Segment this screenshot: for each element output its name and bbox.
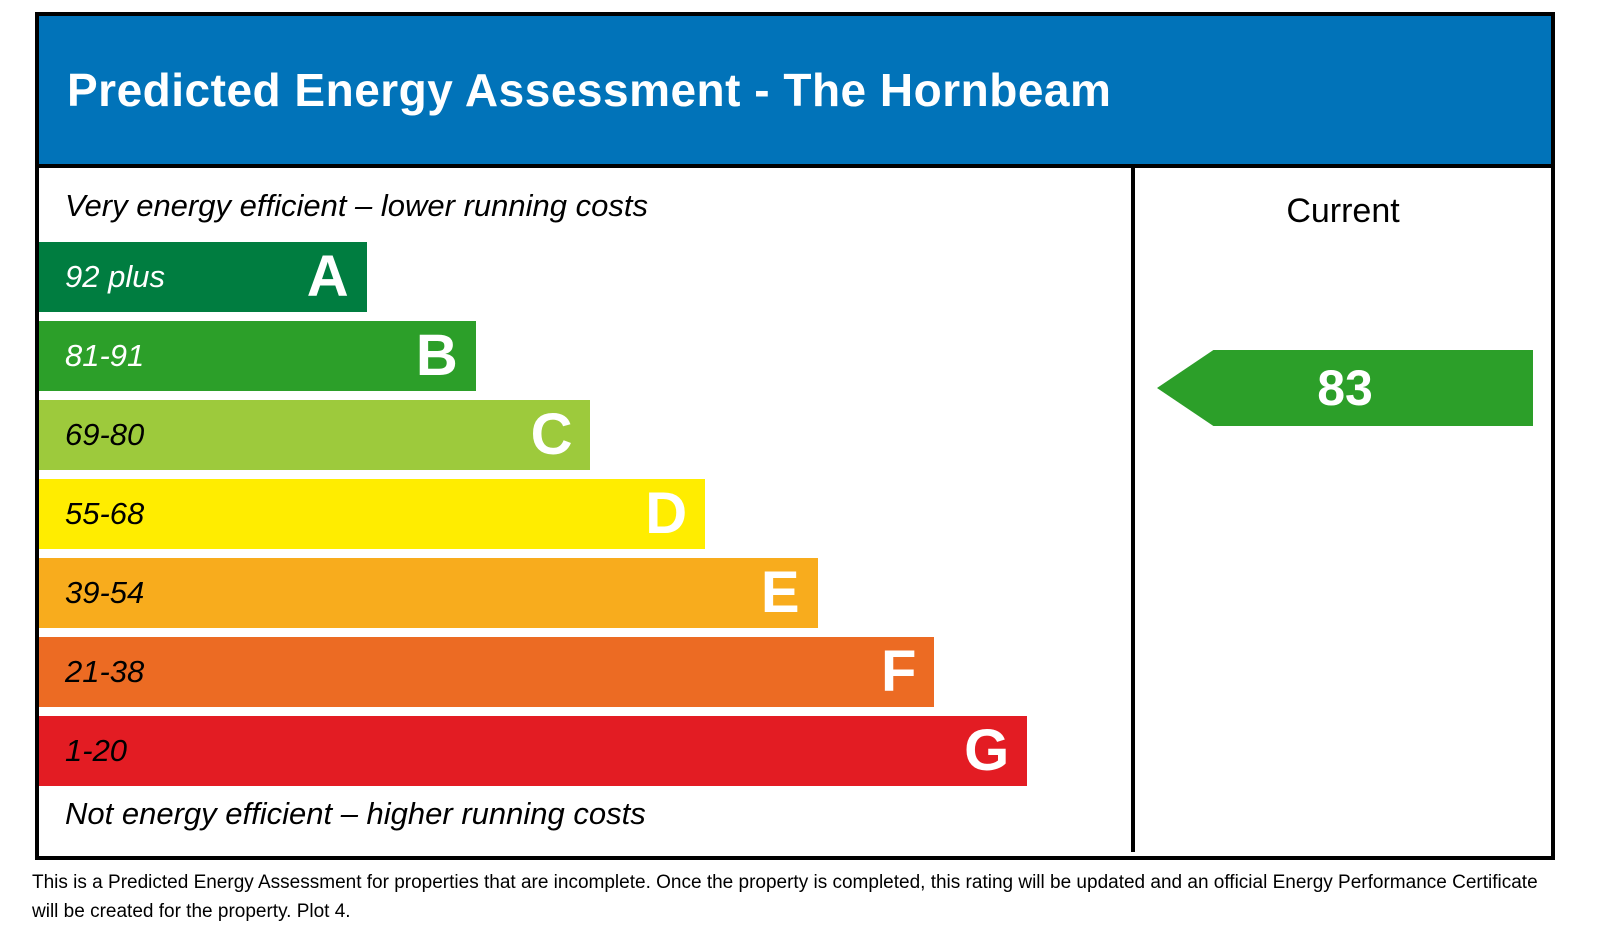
band-letter: A (306, 244, 349, 309)
certificate-body: Very energy efficient – lower running co… (39, 168, 1551, 852)
epc-band-a: 92 plus A (39, 242, 367, 312)
band-range-label: 69-80 (65, 417, 145, 452)
rating-bands: 92 plus A 81-91 B 69-80 C 55-68 D 39-54 E 21-38 F 1-… (39, 242, 1131, 786)
epc-band-g: 1-20 G (39, 716, 1028, 786)
current-rating-value: 83 (1317, 360, 1373, 416)
epc-certificate: Predicted Energy Assessment - The Hornbe… (35, 12, 1555, 860)
band-letter: G (964, 718, 1010, 783)
epc-band-c: 69-80 C (39, 400, 591, 470)
footer-disclaimer: This is a Predicted Energy Assessment fo… (32, 872, 1538, 923)
current-rating-arrow: 83 (1157, 350, 1533, 426)
certificate-title: Predicted Energy Assessment - The Hornbe… (67, 64, 1112, 116)
band-range-label: 1-20 (65, 733, 128, 768)
band-range-label: 92 plus (65, 259, 165, 294)
epc-band-e: 39-54 E (39, 558, 818, 628)
band-letter: B (415, 323, 458, 388)
band-letter: C (530, 402, 573, 467)
top-caption: Very energy efficient – lower running co… (65, 188, 648, 223)
band-range-label: 21-38 (65, 654, 145, 689)
current-column-header: Current (1286, 192, 1400, 230)
certificate-header: Predicted Energy Assessment - The Hornbe… (39, 16, 1551, 168)
current-rating-column: Current 83 (1135, 168, 1551, 852)
bottom-caption: Not energy efficient – higher running co… (65, 796, 646, 831)
band-range-label: 55-68 (65, 496, 145, 531)
band-range-label: 81-91 (65, 338, 145, 373)
band-letter: F (881, 639, 917, 704)
epc-band-f: 21-38 F (39, 637, 935, 707)
rating-chart: Very energy efficient – lower running co… (39, 168, 1135, 852)
epc-band-b: 81-91 B (39, 321, 476, 391)
epc-band-d: 55-68 D (39, 479, 706, 549)
band-letter: D (645, 481, 688, 546)
band-range-label: 39-54 (65, 575, 145, 610)
band-letter: E (760, 560, 800, 625)
